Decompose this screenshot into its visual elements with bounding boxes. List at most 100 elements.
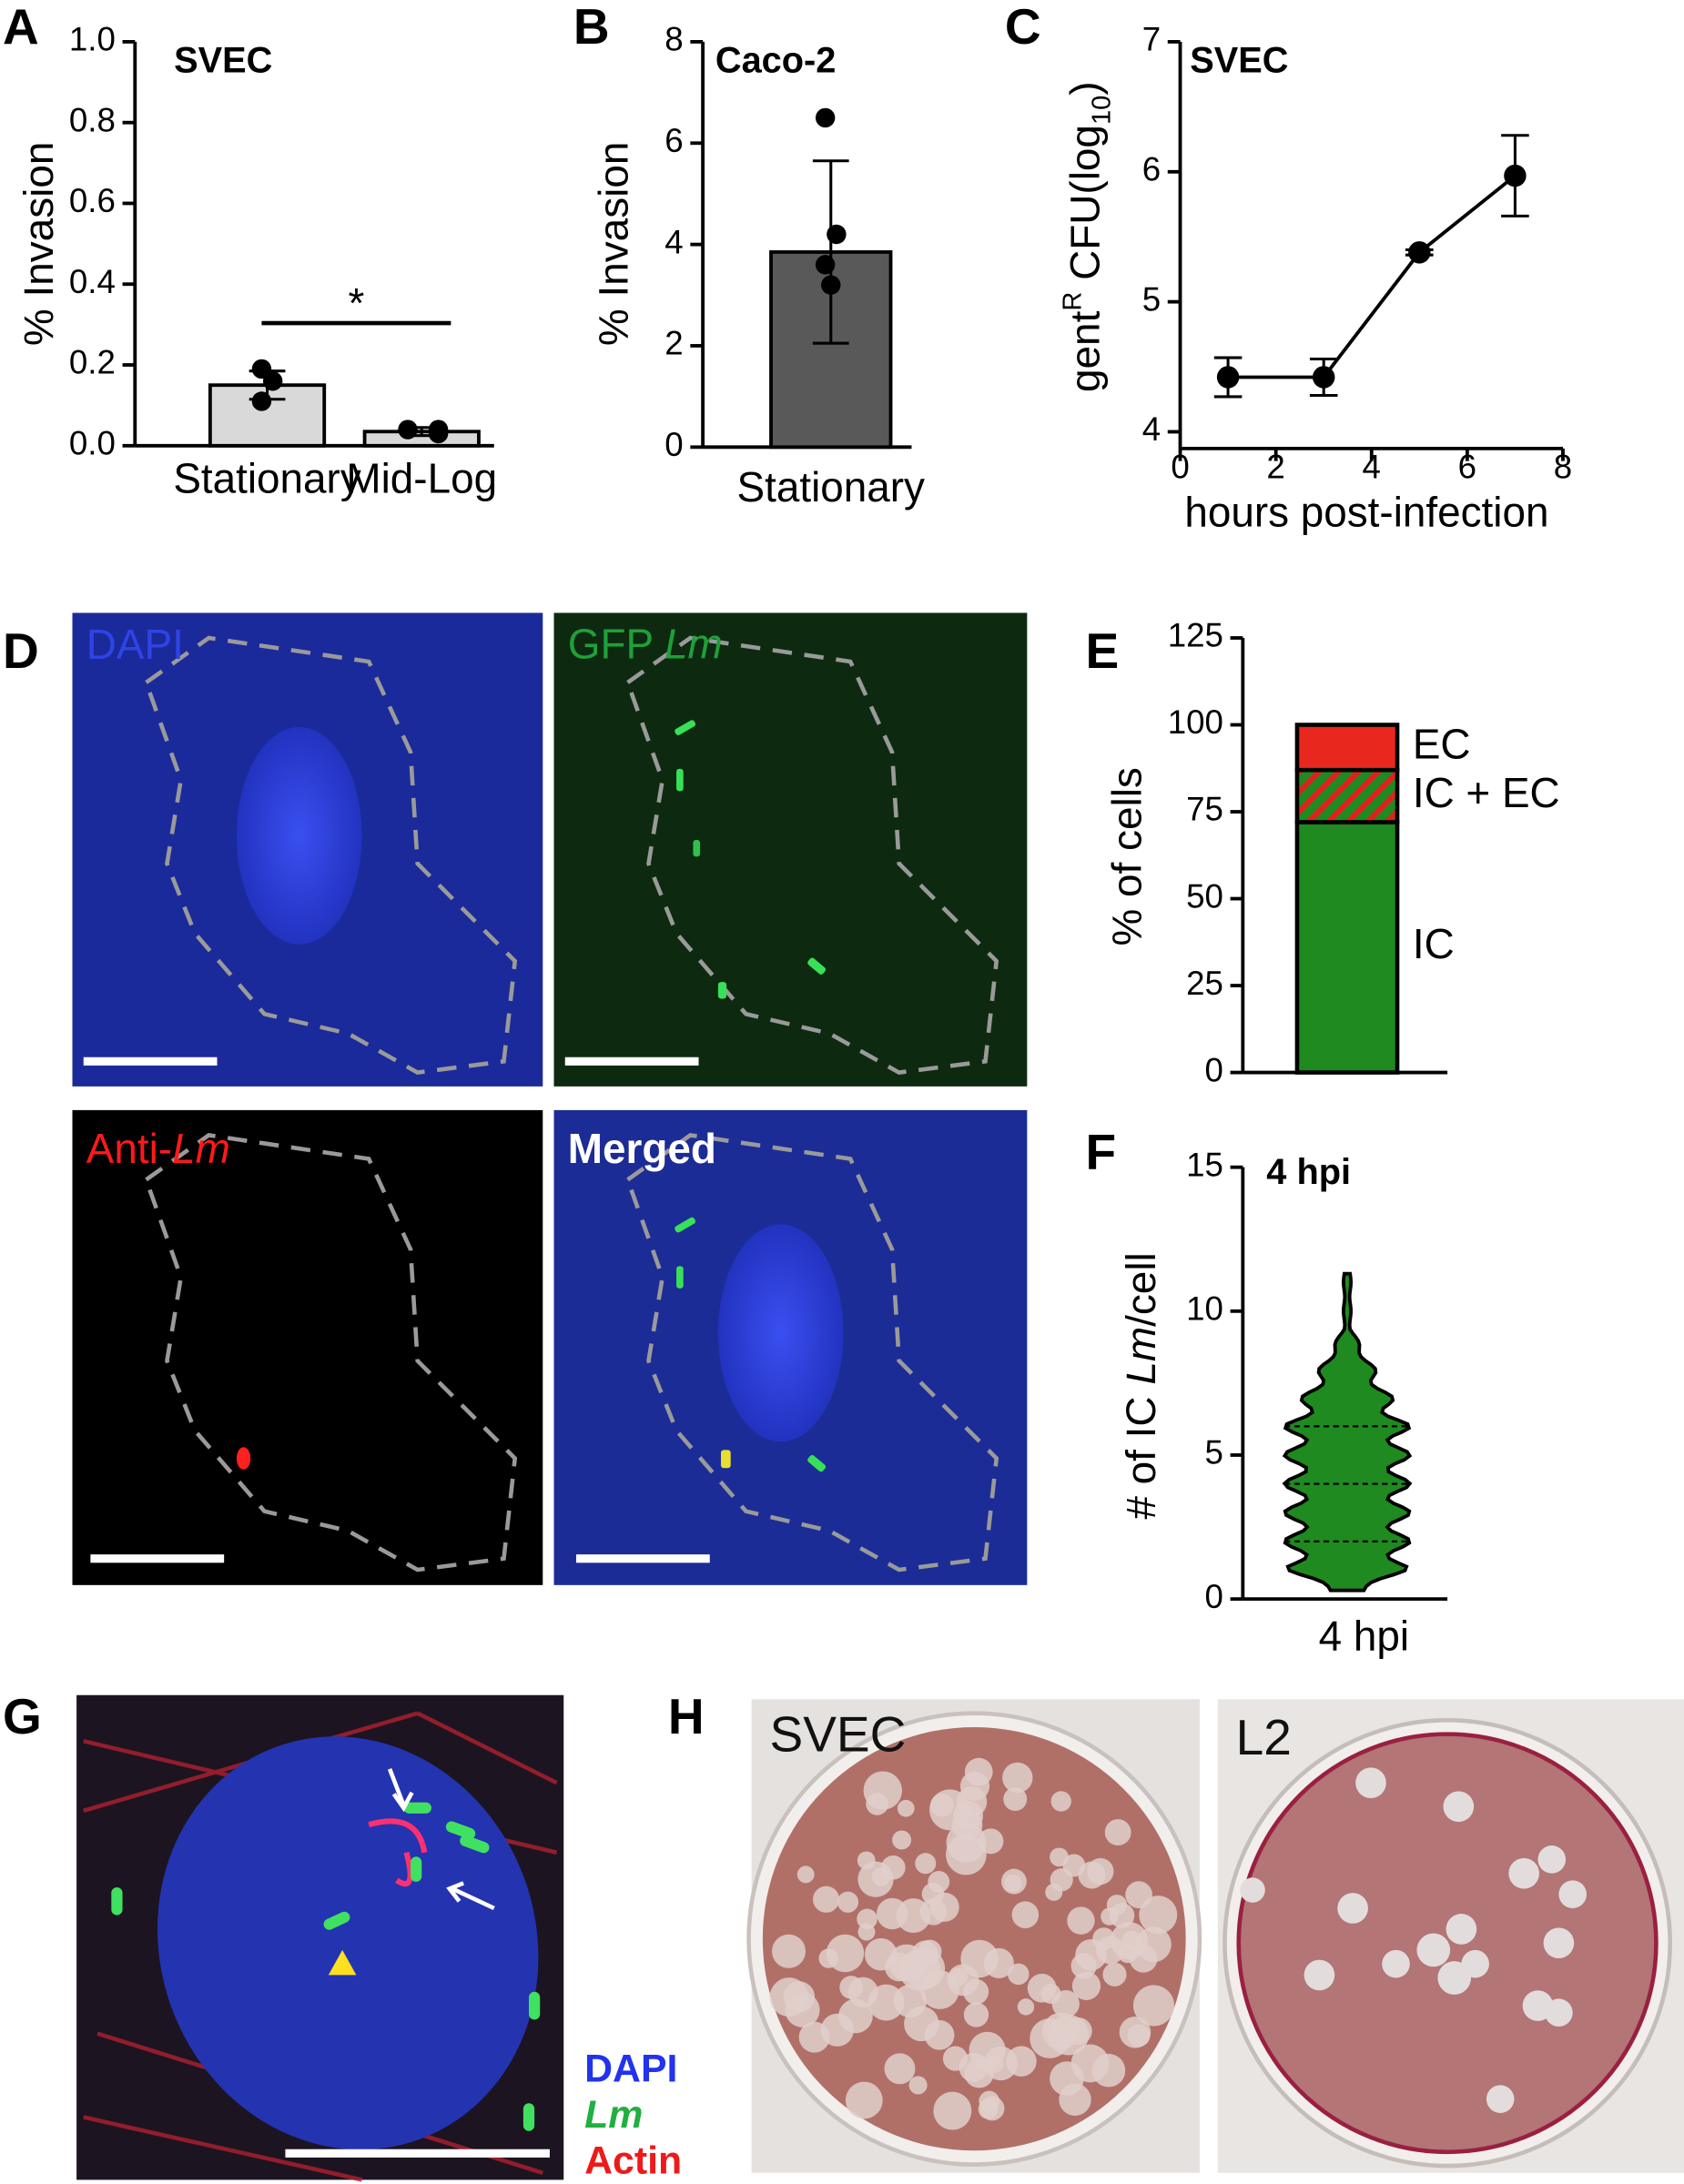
image-label: SVEC [769,1706,906,1763]
plaque [857,1851,876,1870]
y-tick-label: 0.8 [69,101,116,138]
plaque [813,1886,840,1913]
plaque [796,1866,815,1884]
plaque [885,1952,914,1982]
plaque [963,1978,989,2005]
y-tick-label: 0.6 [69,182,116,219]
plaque [933,2091,972,2130]
plaque [903,1947,946,1989]
x-tick-label: 8 [1554,449,1572,486]
plaque [884,2053,916,2085]
plaque [892,1830,912,1850]
plaque [1050,1868,1073,1892]
y-tick-label: 50 [1186,877,1223,915]
y-tick-label: 8 [664,21,683,58]
panel-letter: F [1086,1124,1117,1180]
y-tick-label: 25 [1186,965,1223,1002]
plaque [949,1967,969,1987]
significance-label: * [348,279,364,327]
plaque [826,1934,865,1973]
panel-letter: C [1005,0,1041,55]
x-tick-label: Stationary [737,463,925,511]
data-point [262,371,283,391]
chart-title: SVEC [174,40,272,80]
data-point [815,107,836,128]
chart-title: 4 hpi [1266,1152,1351,1192]
plaque [1139,1896,1178,1935]
y-axis-label-part: # of IC [1117,1385,1164,1520]
y-tick-label: 5 [1142,280,1161,318]
plaque [845,2081,883,2119]
plaque [928,1870,950,1893]
data-point [1216,366,1240,389]
plaque [1050,1847,1069,1867]
x-tick-label: 0 [1171,449,1189,486]
chart-title: SVEC [1190,40,1288,80]
plaque [1135,1926,1172,1963]
image-gfp: GFP Lm [553,612,1028,1087]
y-axis-label-part: CFU(log [1061,125,1109,292]
plaque [1003,1787,1028,1812]
chart-title: Caco-2 [715,40,837,80]
data-point [821,275,841,295]
data-point [815,255,836,275]
y-tick-label: 4 [1142,410,1161,448]
y-axis-label-part: Lm [1117,1327,1164,1385]
plaque [908,2076,928,2095]
y-tick-label: 10 [1186,1290,1223,1328]
image-label: Anti-Lm [86,1125,230,1172]
label-part: Lm [664,621,723,668]
plaque [986,2055,1004,2073]
x-tick-label: Mid-Log [346,455,497,502]
segment-label: EC [1413,720,1471,767]
plaque [1104,1819,1131,1845]
legend-entry: Lm [584,2093,643,2137]
y-axis-label-part: 10 [1087,96,1116,125]
panel-letter: G [3,1688,42,1744]
x-tick-label: 4 hpi [1319,1613,1409,1660]
plaque [837,1891,859,1913]
plaque [1096,1936,1125,1965]
panel-letter: A [3,0,39,55]
y-tick-label: 0 [1205,1051,1223,1088]
y-tick-label: 15 [1186,1146,1223,1183]
legend-entry: DAPI [584,2047,677,2090]
y-axis-label: % Invasion [15,142,62,347]
plaque [942,2046,969,2071]
plaque [960,1939,999,1978]
plaque [1002,1762,1033,1794]
violin [1282,1271,1413,1592]
legend-entry: Actin [584,2138,682,2182]
data-point [398,420,418,440]
label-part: Lm [172,1125,230,1172]
data-point [1408,241,1431,264]
y-tick-label: 0 [664,426,683,463]
segment-label: IC + EC [1413,769,1560,816]
plaque [798,2021,830,2053]
data-point [1504,164,1527,187]
plaque [1102,1962,1127,1987]
y-tick-label: 75 [1186,791,1223,828]
plaque [897,1799,915,1817]
plaque [1008,1963,1030,1986]
plaque [857,1923,876,1941]
image-actin [76,1694,564,2182]
y-axis-label-part: /cell [1117,1252,1164,1327]
y-axis-label: # of IC Lm/cell [1117,1252,1164,1519]
plaque [771,1934,806,1968]
data-point [827,224,847,245]
y-tick-label: 0.2 [69,344,116,381]
panel-letter: H [668,1688,705,1744]
x-tick-label: 6 [1458,449,1476,486]
plaque [785,1992,820,2027]
image-label: DAPI [86,621,184,668]
plaque [953,1800,984,1831]
panel-letter: B [573,0,610,55]
y-tick-label: 7 [1142,21,1161,58]
image-label: GFP Lm [568,621,723,668]
bar-segment [1294,723,1400,773]
plaque [857,1908,878,1930]
label-part: Anti- [86,1125,172,1172]
y-tick-label: 125 [1168,617,1223,654]
